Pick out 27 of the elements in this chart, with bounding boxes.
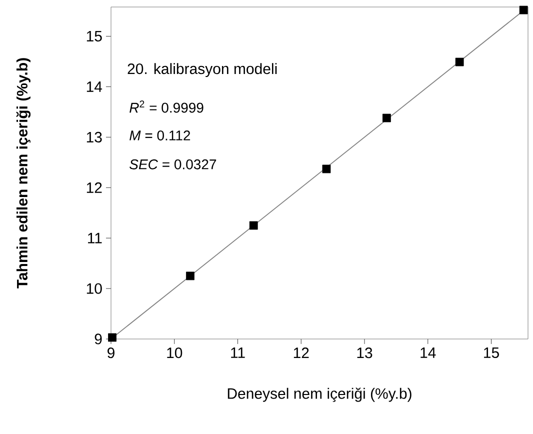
point	[186, 272, 194, 280]
y-tick-label: 15	[86, 31, 102, 42]
y-tick-label: 11	[88, 232, 102, 244]
x-axis-title: Deneysel nem içeriği (%y.b)	[228, 388, 412, 402]
point	[108, 333, 116, 342]
x-tick-label: 10	[167, 348, 182, 358]
y-tick-label: 14	[86, 82, 102, 92]
x-tick-label: 9	[108, 348, 114, 358]
x-tick-label: 14	[420, 348, 436, 358]
y-axis-title: Tahmin edilen nem içeriği (%y.b)	[16, 58, 31, 288]
point	[519, 6, 528, 14]
y-tick-label: 13	[86, 132, 102, 142]
point	[249, 221, 258, 230]
annotation: R$^{2}$ = 0.9999	[130, 100, 204, 113]
point	[322, 164, 331, 174]
x-tick-label: 15	[484, 348, 499, 358]
annotation: SEC = 0.0327	[130, 159, 216, 170]
point	[455, 58, 464, 66]
point	[382, 114, 391, 122]
annotation: M = 0.112	[130, 130, 190, 140]
y-tick-label: 10	[86, 283, 102, 294]
x-tick-label: 12	[294, 348, 309, 358]
annotation: 20. kalibrasyon modeli	[128, 63, 277, 78]
y-tick-label: 9	[94, 334, 102, 344]
y-tick-label: 12	[86, 182, 102, 193]
x-tick-label: 11	[231, 348, 245, 358]
x-tick-label: 13	[357, 348, 372, 358]
